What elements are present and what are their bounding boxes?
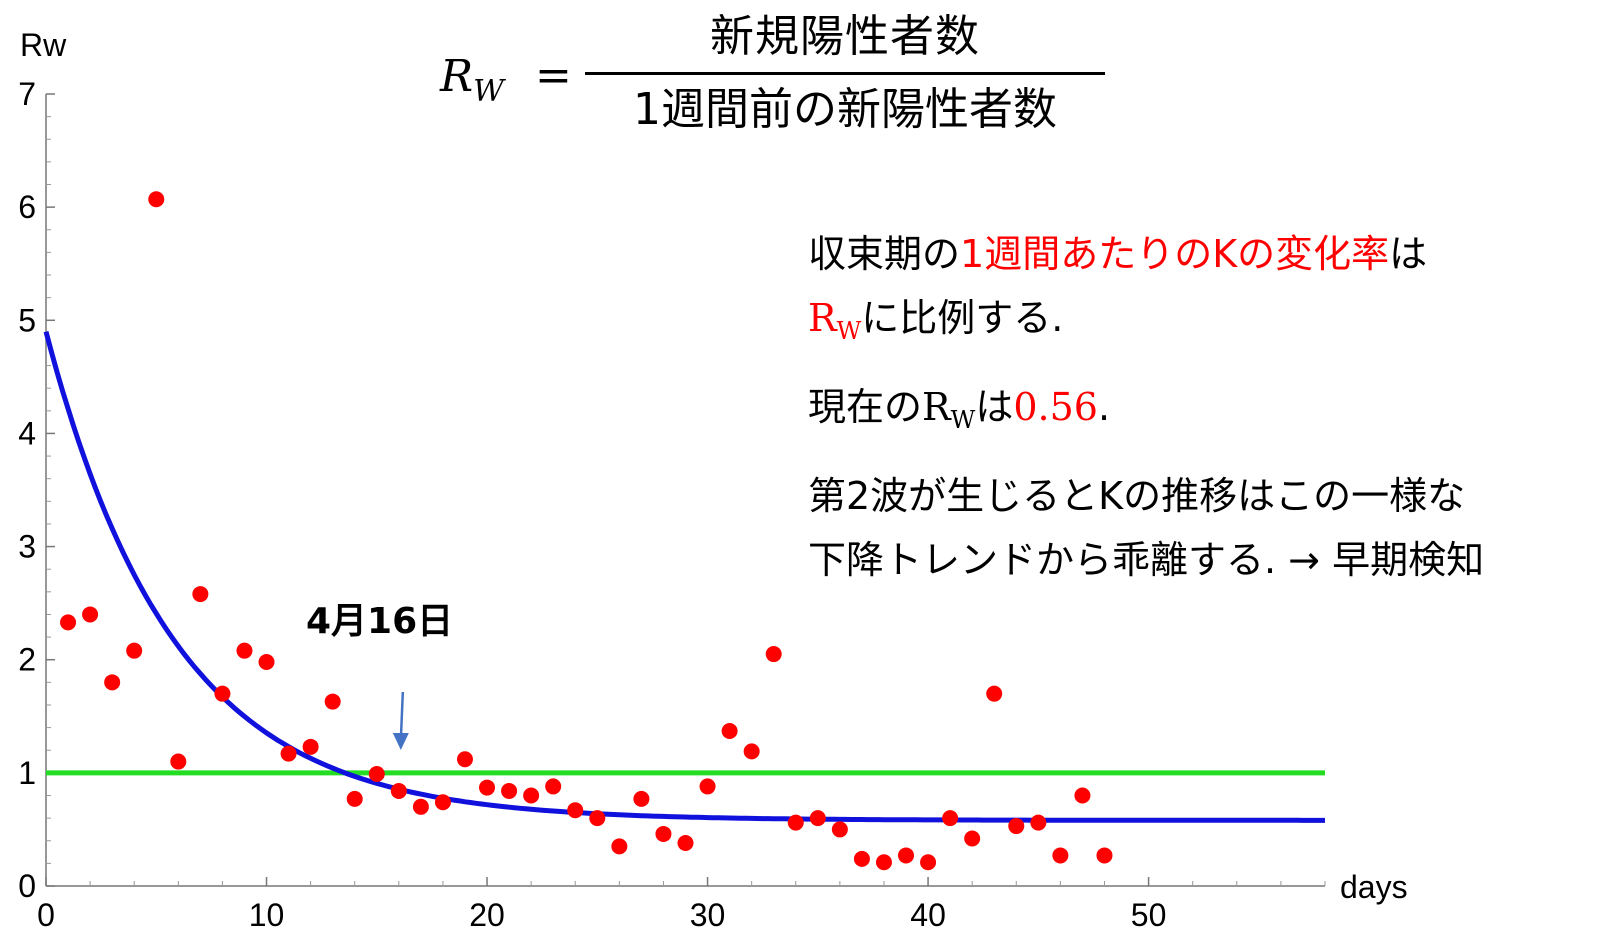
data-point <box>412 798 429 815</box>
y-tick-label: 0 <box>18 868 36 904</box>
note-text: に比例する. <box>861 296 1064 340</box>
rw-formula: RW = 新規陽性者数 1週間前の新陽性者数 <box>440 6 1120 136</box>
data-point <box>699 778 716 795</box>
data-point <box>258 653 275 670</box>
data-point <box>346 790 363 807</box>
y-tick-label: 1 <box>18 755 36 791</box>
axes <box>45 93 1326 887</box>
data-point <box>898 847 915 864</box>
data-point <box>280 745 297 762</box>
data-point <box>1096 847 1113 864</box>
data-point <box>236 642 253 659</box>
x-tick-label: 20 <box>469 897 505 933</box>
note-text: 収束期の <box>808 232 961 276</box>
note-text: は <box>975 385 1014 429</box>
annotation-arrow <box>392 691 409 750</box>
data-point <box>589 810 606 827</box>
data-point <box>545 778 562 795</box>
y-tick-label: 5 <box>18 302 36 338</box>
data-point <box>1052 847 1069 864</box>
data-point <box>302 738 319 755</box>
note-text: 第2波が生じるとKの推移はこの一様な <box>808 474 1466 518</box>
x-tick-label: 40 <box>910 897 946 933</box>
data-point <box>82 606 99 623</box>
data-point <box>1074 787 1091 804</box>
arrow-shaft <box>399 691 405 741</box>
data-point <box>942 810 959 827</box>
rw-subscript: W <box>836 317 862 345</box>
data-point <box>214 685 231 702</box>
data-point <box>479 779 496 796</box>
fit-curve-group <box>43 330 1325 823</box>
notes: 収束期の1週間あたりのKの変化率は RWに比例する. 現在のRWは0.56. 第… <box>808 222 1608 604</box>
note-text: 現在の <box>808 385 923 429</box>
data-point <box>809 810 826 827</box>
data-point <box>633 790 650 807</box>
x-tick-label: 30 <box>690 897 726 933</box>
data-point <box>655 825 672 842</box>
y-tick-label: 7 <box>18 76 36 112</box>
data-point <box>148 191 165 208</box>
formula-denominator: 1週間前の新陽性者数 <box>633 84 1057 135</box>
data-point <box>1008 818 1025 835</box>
note-current: 現在のRWは0.56. <box>808 375 1608 452</box>
data-point <box>368 765 385 782</box>
formula-equals: = <box>535 50 572 101</box>
y-tick-label: 3 <box>18 529 36 565</box>
y-tick-label: 6 <box>18 189 36 225</box>
data-point <box>456 751 473 768</box>
data-points <box>60 191 1113 871</box>
data-point <box>721 722 738 739</box>
note-convergence: 収束期の1週間あたりのKの変化率は RWに比例する. <box>808 222 1608 363</box>
formula-fraction: 新規陽性者数 1週間前の新陽性者数 <box>585 6 1105 141</box>
fit-curve <box>43 330 1325 823</box>
fraction-bar <box>585 72 1105 75</box>
data-point <box>170 753 187 770</box>
data-point <box>964 830 981 847</box>
data-point <box>765 646 782 663</box>
data-point <box>986 685 1003 702</box>
y-tick-label: 4 <box>18 415 36 451</box>
data-point <box>192 586 209 603</box>
rw-subscript: W <box>950 406 976 434</box>
data-point <box>126 642 143 659</box>
data-point <box>390 782 407 799</box>
formula-lhs: RW <box>440 51 504 109</box>
note-second-wave: 第2波が生じるとKの推移はこの一様な 下降トレンドから乖離する. → 早期検知 <box>808 464 1608 592</box>
formula-numerator: 新規陽性者数 <box>710 11 980 62</box>
rw-symbol: R <box>922 385 951 429</box>
note-text: は <box>1389 232 1428 276</box>
tick-labels: 0 10 20 30 40 50 0 1 2 3 4 5 6 7 Rw days <box>18 27 1407 933</box>
data-point <box>787 814 804 831</box>
data-point <box>501 782 518 799</box>
data-point <box>1030 814 1047 831</box>
x-tick-label: 10 <box>249 897 285 933</box>
y-tick-label: 2 <box>18 642 36 678</box>
data-point <box>567 802 584 819</box>
date-annotation: 4月16日 <box>306 601 454 642</box>
data-point <box>875 854 892 871</box>
note-text: 下降トレンドから乖離する. → 早期検知 <box>808 538 1485 582</box>
data-point <box>743 743 760 760</box>
data-point <box>434 794 451 811</box>
arrow-head <box>392 733 409 750</box>
note-text: . <box>1097 385 1111 429</box>
data-point <box>611 838 628 855</box>
current-rw-value: 0.56 <box>1013 385 1098 429</box>
note-highlight: 1週間あたりのKの変化率 <box>960 232 1390 276</box>
x-axis-label: days <box>1340 869 1408 905</box>
data-point <box>523 787 540 804</box>
x-tick-label: 0 <box>37 897 55 933</box>
data-point <box>853 850 870 867</box>
data-point <box>677 835 694 852</box>
data-point <box>324 693 341 710</box>
data-point <box>60 614 77 631</box>
data-point <box>920 854 937 871</box>
x-tick-label: 50 <box>1131 897 1167 933</box>
y-axis-label: Rw <box>20 27 67 63</box>
rw-symbol: R <box>808 296 837 340</box>
data-point <box>831 821 848 838</box>
data-point <box>104 674 121 691</box>
